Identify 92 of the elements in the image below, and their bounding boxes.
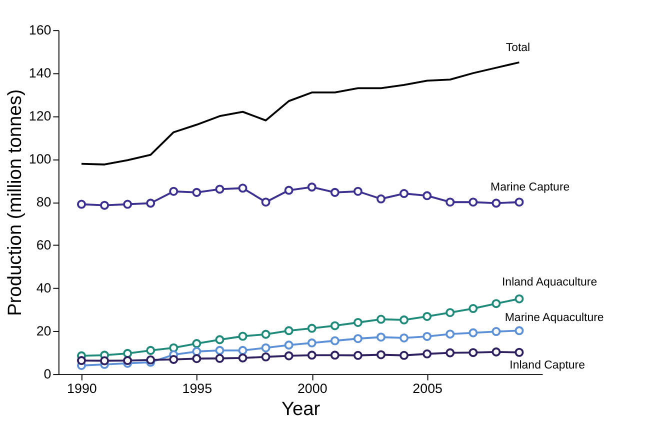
point: [238, 184, 248, 193]
x-axis-title: Year: [281, 398, 321, 420]
point: [353, 318, 362, 327]
point: [100, 200, 110, 210]
point: [422, 191, 432, 200]
y-tick-label: 0: [44, 366, 52, 382]
point: [261, 352, 270, 362]
point: [514, 198, 524, 207]
point: [307, 338, 316, 348]
point: [123, 356, 132, 366]
point: [123, 348, 132, 358]
point: [284, 340, 294, 350]
line-series: [80, 61, 520, 166]
point: [446, 198, 455, 207]
point: [238, 332, 248, 341]
point: [169, 354, 178, 364]
point: [400, 333, 409, 342]
point: [468, 348, 478, 358]
y-tick-label: 120: [28, 108, 52, 124]
point: [215, 335, 224, 344]
y-tick-label: 20: [36, 323, 52, 338]
point: [284, 326, 294, 336]
point: [422, 312, 432, 321]
point: [330, 188, 340, 197]
point: [400, 350, 409, 360]
point: [215, 346, 224, 355]
y-tick-label: 100: [28, 151, 52, 166]
x-tick-label: 2000: [297, 380, 328, 396]
point: [261, 343, 270, 352]
point: [514, 294, 524, 304]
point: [307, 324, 316, 333]
point: [468, 198, 478, 207]
point: [353, 334, 362, 344]
point: [146, 198, 156, 208]
x-tick-label: 2005: [412, 380, 442, 396]
series-label: Total: [506, 42, 530, 54]
point: [422, 349, 432, 358]
x-tick-label: 1990: [67, 380, 97, 396]
point: [215, 184, 224, 194]
y-tick-label: 140: [28, 65, 52, 80]
point: [446, 308, 455, 318]
y-tick-label: 40: [36, 280, 52, 296]
point: [330, 350, 340, 360]
point: [330, 321, 340, 330]
point: [514, 326, 524, 336]
point: [376, 314, 386, 324]
point: [422, 332, 432, 341]
point: [169, 186, 178, 196]
point: [468, 328, 478, 338]
point: [330, 336, 340, 346]
point: [100, 356, 110, 366]
point: [446, 348, 455, 358]
point: [353, 186, 362, 196]
point: [400, 315, 409, 324]
point: [261, 330, 270, 339]
point: [492, 327, 501, 336]
point: [215, 354, 224, 363]
y-tick-label: 60: [36, 237, 52, 252]
point: [400, 189, 409, 198]
point: [238, 353, 248, 362]
point: [192, 339, 202, 348]
y-axis-title: Production (million tonnes): [5, 89, 26, 316]
point: [492, 198, 501, 208]
point: [238, 346, 248, 355]
point: [492, 299, 501, 308]
point: [307, 182, 316, 192]
x-tick-label: 1995: [182, 380, 212, 396]
series-label: Inland Aquaculture: [502, 276, 598, 288]
point: [353, 350, 362, 360]
point: [76, 200, 86, 209]
point: [376, 332, 386, 342]
point: [514, 348, 524, 357]
point: [376, 350, 386, 360]
point: [192, 188, 202, 197]
series-label: Inland Capture: [510, 360, 586, 372]
point: [261, 198, 270, 207]
point: [492, 347, 501, 356]
point: [307, 350, 316, 360]
y-tick-label: 80: [36, 194, 52, 210]
point: [76, 356, 86, 366]
point: [284, 351, 294, 360]
point: [146, 355, 156, 364]
y-tick-label: 160: [28, 22, 52, 38]
point: [376, 194, 386, 204]
point: [192, 354, 202, 364]
point: [123, 200, 132, 209]
series-label: Marine Aquaculture: [504, 312, 604, 324]
point: [446, 330, 455, 339]
point: [468, 304, 478, 314]
point: [146, 346, 156, 355]
point: [284, 186, 294, 195]
series-label: Marine Capture: [490, 182, 570, 194]
